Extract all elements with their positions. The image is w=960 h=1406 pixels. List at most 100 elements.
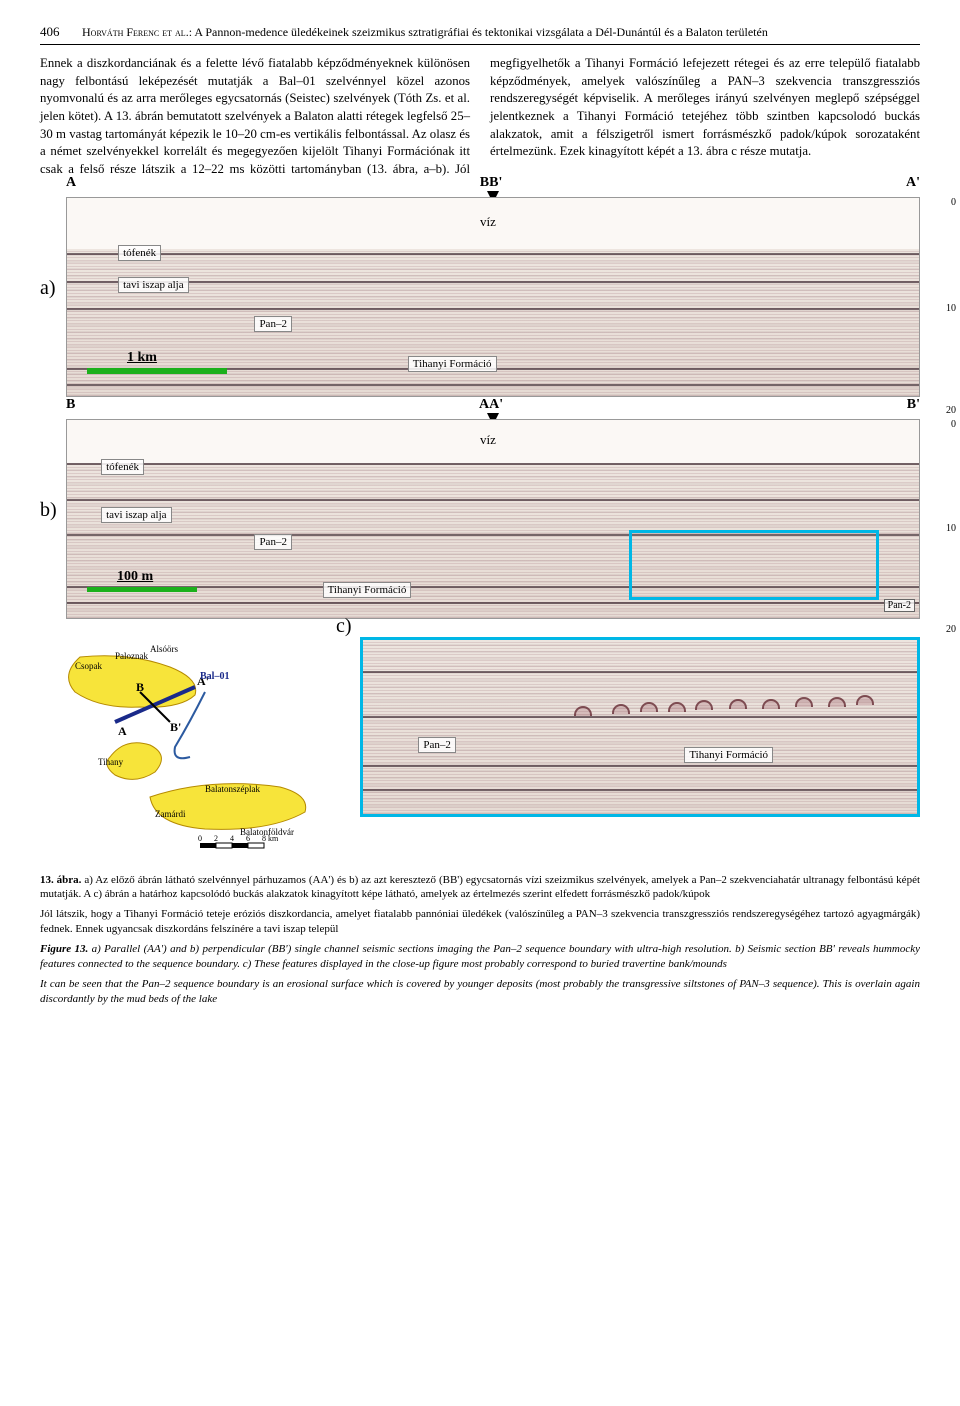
annot-b-pan2: Pan–2: [254, 534, 292, 550]
caption-en-a: Figure 13. a) Parallel (AA') and b) perp…: [40, 942, 920, 972]
annot-a-tavi: tavi iszap alja: [118, 277, 188, 293]
annot-a-tihanyi: Tihanyi Formáció: [408, 356, 497, 372]
map-label-bprime: B': [170, 720, 181, 734]
panel-b-right-end: B': [907, 397, 920, 413]
figure-caption: 13. ábra. a) Az előző ábrán látható szel…: [40, 873, 920, 1007]
panel-b-center: AA': [479, 397, 503, 413]
annot-a-viz: víz: [476, 213, 500, 231]
panel-a-right-end: A': [906, 175, 920, 191]
ytick-a-1: 10: [946, 303, 956, 314]
page-number: 406: [40, 24, 82, 40]
panel-a-label: a): [40, 197, 66, 300]
map-place-0: Alsóörs: [150, 644, 178, 654]
map-scale-1: 2: [214, 834, 218, 843]
caption-en-b: It can be seen that the Pan–2 sequence b…: [40, 977, 920, 1007]
ytick-a-2: 20: [946, 405, 956, 416]
seismic-texture-c: [363, 640, 917, 814]
annot-b-tihanyi: Tihanyi Formáció: [323, 582, 412, 598]
panel-a-row: a) A BB' A' DNy ÉK: [40, 197, 920, 419]
horizon-a-1: [67, 253, 919, 255]
body-text: Ennek a diszkordanciának és a felette lé…: [40, 55, 920, 179]
mound: [729, 699, 747, 709]
scale-bar-b: [87, 587, 197, 592]
horizon-c-3: [363, 765, 917, 767]
ytick-b-1: 10: [946, 523, 956, 534]
header-authors: Horváth Ferenc et al.: [82, 25, 189, 39]
yaxis-a: 0 10 20 Kétutas futási idő (ms): [922, 197, 958, 419]
ytick-b-0: 0: [951, 419, 956, 430]
map-label-b: B: [136, 680, 144, 694]
ytick-a-0: 0: [951, 197, 956, 208]
horizon-c-2: [363, 716, 917, 718]
seismic-texture-a: [67, 249, 919, 396]
mound: [668, 702, 686, 712]
annot-c-tihanyi: Tihanyi Formáció: [684, 747, 773, 763]
panel-b-left-end: B: [66, 397, 75, 413]
panel-b-holder: B AA' B' ÉNy DK víz: [66, 419, 920, 637]
map-place-3: Bal–01: [200, 671, 229, 682]
panel-a-holder: A BB' A' DNy ÉK víz: [66, 197, 920, 419]
horizon-a-2: [67, 281, 919, 283]
annot-b-tavi: tavi iszap alja: [101, 507, 171, 523]
panel-a-endlabels: A BB' A': [66, 175, 920, 191]
horizon-a-3: [67, 308, 919, 310]
yaxis-b: 0 10 20 Kétutas futási idő (ms): [922, 419, 958, 637]
caption-en-a-text: a) Parallel (AA') and b) perpendicular (…: [40, 943, 920, 970]
caption-hu-a: 13. ábra. a) Az előző ábrán látható szel…: [40, 873, 920, 903]
caption-hu-b: Jól látszik, hogy a Tihanyi Formáció tet…: [40, 907, 920, 937]
map-place-4: Tihany: [98, 757, 124, 767]
map-label-a: A: [118, 724, 127, 738]
map-and-c-row: A A' B B' Alsóörs Paloznak Csopak Bal–01…: [40, 637, 920, 857]
panel-c-holder: c) Pan–2: [340, 637, 920, 817]
scale-bar-b-label: 100 m: [117, 569, 153, 585]
running-header: 406 Horváth Ferenc et al.: A Pannon-mede…: [40, 24, 920, 45]
panel-b-label: b): [40, 419, 66, 522]
horizon-b-2: [67, 499, 919, 501]
map-svg: A A' B B' Alsóörs Paloznak Csopak Bal–01…: [40, 637, 330, 857]
mound: [856, 695, 874, 705]
seismic-panel-a: DNy ÉK víz tófenék tavi iszap alja Pan–2…: [66, 197, 920, 397]
mound: [695, 700, 713, 710]
ytick-b-2: 20: [946, 624, 956, 635]
map-scale-3: 6: [246, 834, 250, 843]
horizon-c-1: [363, 671, 917, 673]
horizon-b-5: [67, 602, 919, 604]
map-place-2: Csopak: [75, 661, 103, 671]
map-scale: 0 2 4 6 8 km: [198, 834, 279, 848]
seismic-panel-b: ÉNy DK víz tófenék tavi iszap alja Pan–2…: [66, 419, 920, 619]
horizon-c-4: [363, 789, 917, 791]
mound: [574, 706, 592, 716]
seismic-panel-c: Pan–2 Tihanyi Formáció: [360, 637, 920, 817]
header-text: Horváth Ferenc et al.: A Pannon-medence …: [82, 25, 920, 40]
horizon-a-5: [67, 384, 919, 386]
scale-bar-a: [87, 368, 227, 374]
annot-b-pan2-right: Pan-2: [884, 599, 915, 612]
map-place-5: Balatonszéplak: [205, 784, 260, 794]
map-place-6: Zamárdi: [155, 809, 186, 819]
annot-c-pan2: Pan–2: [418, 737, 456, 753]
header-title: : A Pannon-medence üledékeinek szeizmiku…: [189, 25, 768, 39]
map-place-1: Paloznak: [115, 651, 148, 661]
map-scale-2: 4: [230, 834, 234, 843]
highlight-box-b: [629, 530, 879, 600]
caption-label-en: Figure 13.: [40, 943, 88, 955]
panel-a-center: BB': [480, 175, 503, 191]
annot-b-viz: víz: [476, 431, 500, 449]
panel-a-left-end: A: [66, 175, 76, 191]
mound: [640, 702, 658, 712]
caption-hu-a-text: a) Az előző ábrán látható szelvénnyel pá…: [40, 874, 920, 901]
location-map: A A' B B' Alsóörs Paloznak Csopak Bal–01…: [40, 637, 330, 857]
figure-13: a) A BB' A' DNy ÉK: [40, 197, 920, 857]
scale-bar-a-label: 1 km: [127, 350, 157, 366]
annot-a-pan2: Pan–2: [254, 316, 292, 332]
annot-a-tofenek: tófenék: [118, 245, 161, 261]
panel-b-endlabels: B AA' B': [66, 397, 920, 413]
panel-b-row: b) B AA' B' ÉNy DK: [40, 419, 920, 637]
caption-label-hu: 13. ábra.: [40, 874, 81, 886]
annot-b-tofenek: tófenék: [101, 459, 144, 475]
body-paragraph: Ennek a diszkordanciának és a felette lé…: [40, 55, 920, 179]
horizon-b-1: [67, 463, 919, 465]
panel-c-label: c): [336, 615, 352, 638]
map-scale-0: 0: [198, 834, 202, 843]
map-scale-4: 8 km: [262, 834, 279, 843]
